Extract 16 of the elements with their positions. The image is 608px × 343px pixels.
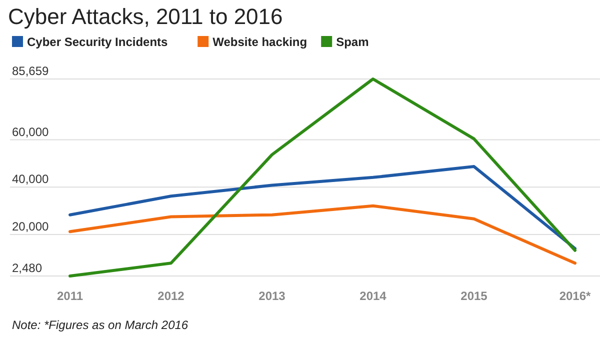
y-tick-label: 85,659 [12,64,50,78]
legend-label: Website hacking [212,35,308,49]
x-tick-label: 2014 [360,289,387,303]
y-tick-label: 40,000 [12,172,50,186]
x-tick-label: 2012 [158,289,185,303]
text: Note: *Figures as on March 2016 [12,318,188,332]
x-tick-label: 2016* [559,289,592,303]
legend-label: Spam [336,35,369,49]
y-tick-label: 60,000 [12,124,50,139]
x-tick-label: 2015 [460,289,488,303]
x-tick-label: 2013 [258,289,286,303]
y-tick-label: 20,000 [12,220,50,234]
y-tick-label: 2,480 [12,261,42,275]
legend-label: Cyber Security Incidents [27,35,168,49]
x-tick-label: 2011 [56,289,84,303]
chart-title: Cyber Attacks, 2011 to 2016 [8,4,283,29]
